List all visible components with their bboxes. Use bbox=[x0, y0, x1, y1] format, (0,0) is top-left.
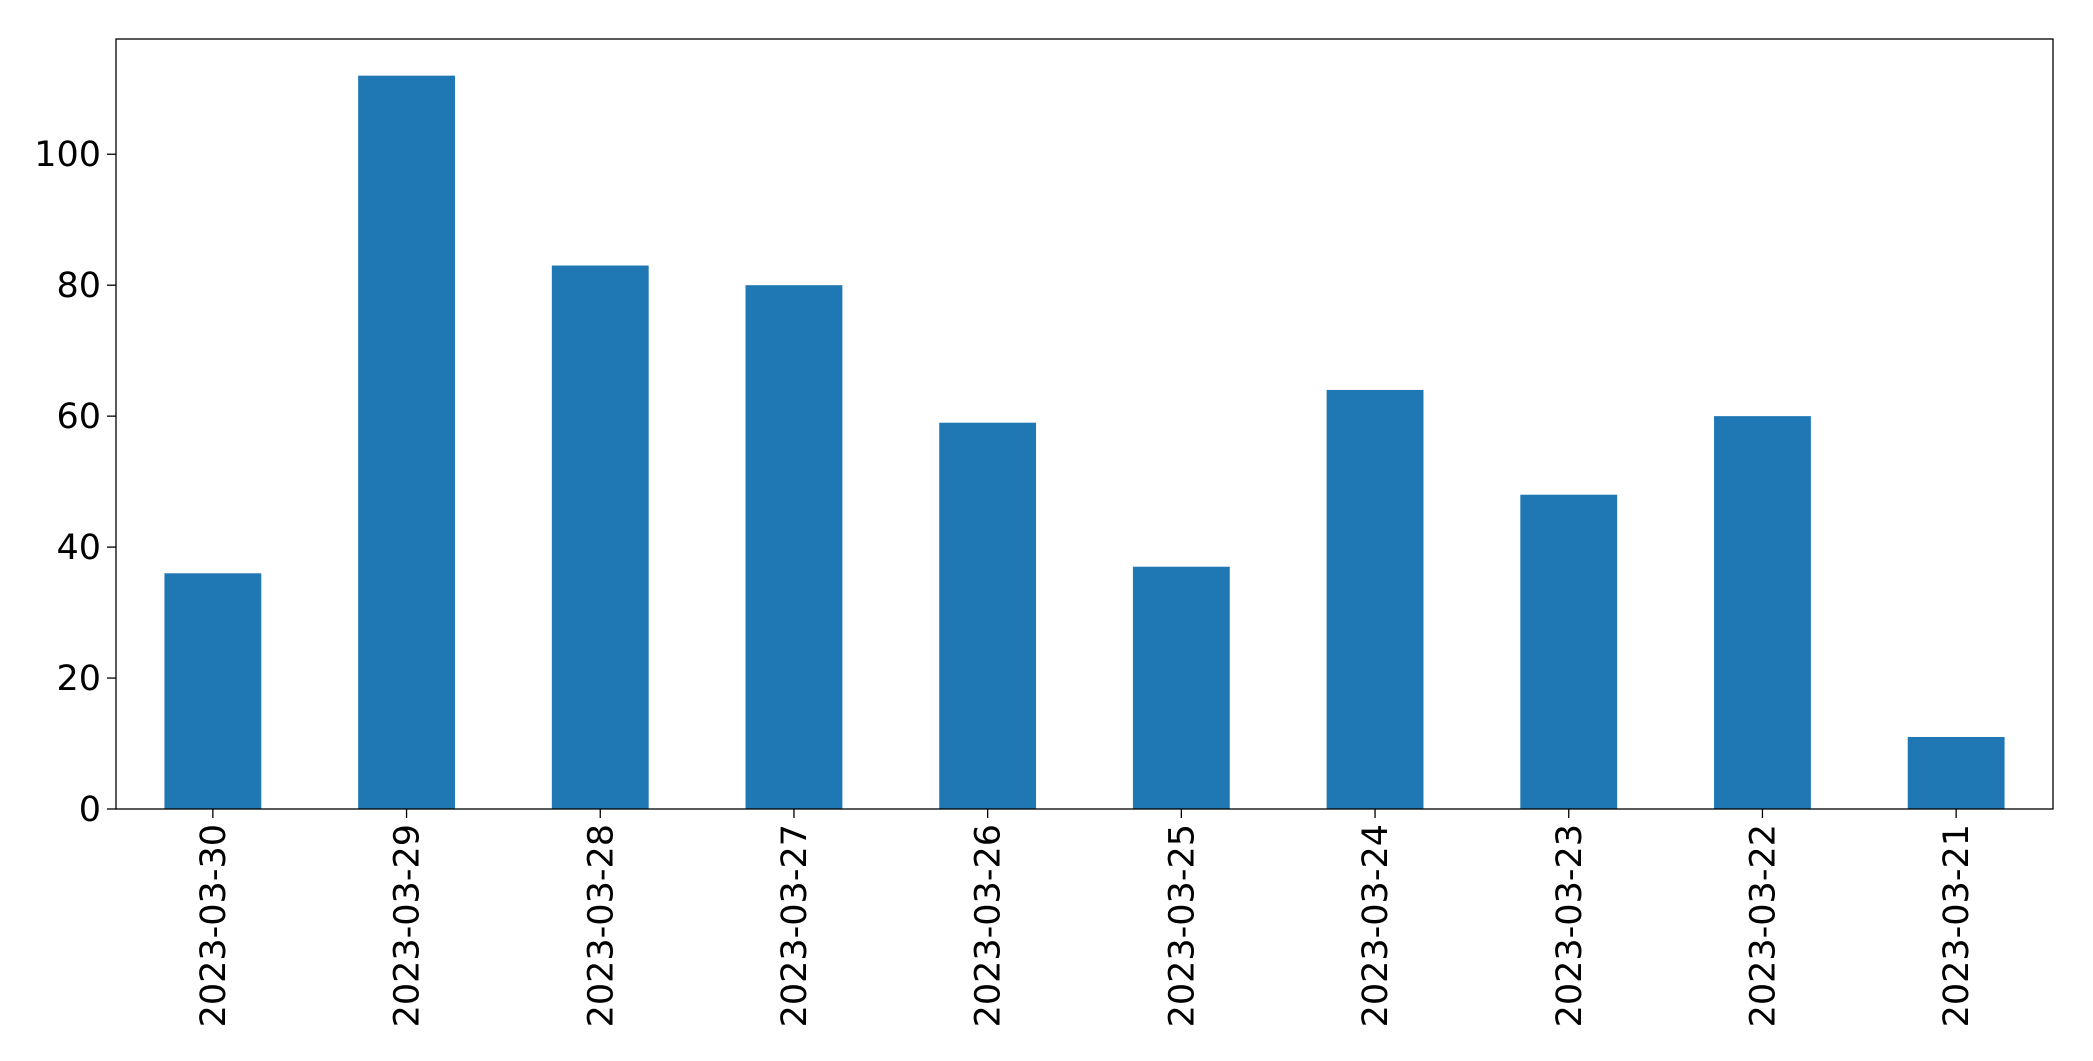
x-tick-label: 2023-03-28 bbox=[581, 824, 621, 1027]
bar bbox=[1907, 736, 2005, 809]
y-tick-label: 0 bbox=[79, 790, 101, 830]
bar bbox=[1714, 416, 1811, 809]
bar bbox=[1326, 389, 1424, 809]
x-tick-label: 2023-03-25 bbox=[1162, 824, 1202, 1027]
x-tick-label: 2023-03-27 bbox=[775, 824, 815, 1027]
y-tick-label: 20 bbox=[56, 659, 101, 699]
axes-frame bbox=[115, 38, 2054, 810]
bar bbox=[164, 573, 262, 809]
x-tick-label: 2023-03-21 bbox=[1937, 824, 1977, 1027]
x-tick-label: 2023-03-26 bbox=[969, 824, 1009, 1027]
x-tick-label: 2023-03-24 bbox=[1356, 824, 1396, 1027]
y-tick-label: 100 bbox=[34, 135, 101, 175]
bar bbox=[1520, 494, 1618, 809]
x-tick-label: 2023-03-22 bbox=[1743, 824, 1783, 1027]
bar bbox=[1132, 566, 1230, 809]
x-tick-label: 2023-03-30 bbox=[194, 824, 234, 1027]
x-tick-label: 2023-03-29 bbox=[388, 824, 428, 1027]
x-tick-label: 2023-03-23 bbox=[1550, 824, 1590, 1027]
y-tick-label: 80 bbox=[56, 266, 101, 306]
bar bbox=[551, 265, 649, 809]
bar bbox=[358, 75, 455, 809]
bar bbox=[939, 422, 1037, 809]
bar bbox=[745, 285, 843, 809]
y-tick-label: 40 bbox=[56, 528, 101, 568]
y-tick-label: 60 bbox=[56, 397, 101, 437]
